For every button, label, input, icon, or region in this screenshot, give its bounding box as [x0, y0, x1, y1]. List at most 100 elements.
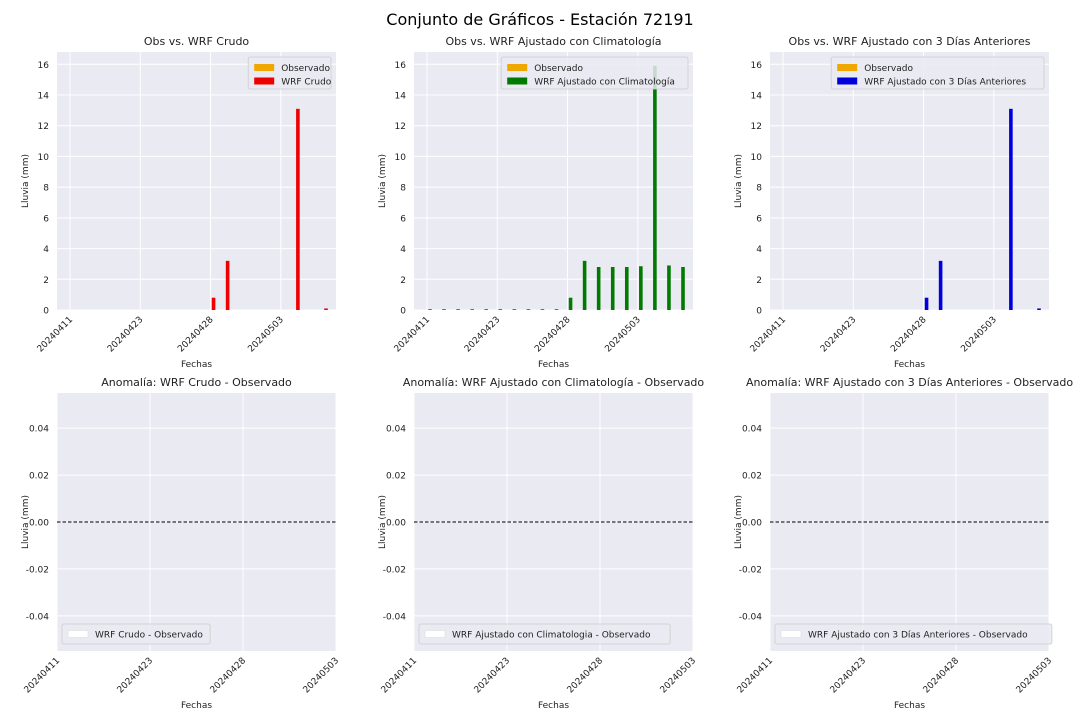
x-tick-label: 20240503: [1015, 656, 1054, 695]
y-tick-label: 12: [395, 122, 406, 132]
y-tick-label: 6: [43, 214, 49, 224]
x-tick-label: 20240411: [36, 315, 75, 354]
x-tick-label: 20240411: [749, 315, 788, 354]
x-tick-label: 20240423: [116, 656, 155, 695]
y-tick-label: -0.02: [26, 565, 49, 575]
y-tick-label: 2: [400, 276, 406, 286]
x-tick-label: 20240428: [176, 315, 216, 355]
y-tick-label: 0: [43, 307, 49, 317]
y-tick-label: 6: [756, 214, 762, 224]
bar: [624, 267, 629, 310]
bar: [324, 308, 328, 310]
x-tick-label: 20240423: [463, 315, 502, 354]
x-tick-label: 20240428: [209, 656, 249, 696]
y-tick-label: -0.02: [383, 565, 406, 575]
y-axis-label: Lluvia (mm): [21, 495, 31, 549]
x-tick-label: 20240411: [393, 315, 432, 354]
bar: [1037, 308, 1041, 310]
x-axis-label: Fechas: [894, 701, 925, 711]
legend-swatch: [507, 64, 528, 71]
bar: [498, 309, 503, 310]
legend: Observado WRF Crudo: [247, 56, 332, 90]
bar: [456, 309, 460, 310]
bar: [442, 309, 446, 310]
y-axis-label: Lluvia (mm): [734, 154, 744, 208]
bar: [554, 309, 559, 310]
x-tick-label: 20240423: [819, 315, 858, 354]
legend: WRF Ajustado con 3 Días Anteriores - Obs…: [774, 623, 1053, 645]
y-tick-label: 0.02: [29, 472, 49, 482]
y-tick-label: 10: [751, 153, 763, 163]
x-tick-label: 20240503: [302, 656, 341, 695]
legend-swatch: [780, 630, 802, 638]
y-axis-label: Lluvia (mm): [21, 154, 31, 208]
y-tick-label: 8: [756, 184, 762, 194]
subplot-title: Obs vs. WRF Ajustado con 3 Días Anterior…: [789, 35, 1031, 48]
x-tick-label: 20240428: [566, 656, 606, 696]
x-tick-label: 20240428: [889, 315, 929, 355]
x-axis-label: Fechas: [538, 360, 569, 370]
y-tick-label: -0.04: [739, 612, 763, 622]
y-tick-label: 12: [751, 122, 762, 132]
x-axis-label: Fechas: [181, 701, 212, 711]
y-tick-label: 4: [400, 245, 406, 255]
bar: [610, 267, 615, 310]
y-tick-label: 0.00: [29, 519, 49, 529]
x-tick-label: 20240428: [922, 656, 962, 696]
bar: [667, 265, 671, 310]
legend-box: [774, 623, 1053, 645]
legend: Observado WRF Ajustado con 3 Días Anterio…: [830, 56, 1045, 90]
y-tick-label: 16: [38, 61, 50, 71]
y-tick-label: 0.04: [29, 425, 49, 435]
bar: [540, 309, 545, 310]
figure-title: Conjunto de Gráficos - Estación 72191: [386, 10, 694, 29]
legend-label: WRF Ajustado con Climatología: [534, 78, 675, 88]
y-tick-label: 0.02: [742, 472, 762, 482]
y-tick-label: 0.04: [742, 425, 762, 435]
bar: [484, 309, 489, 310]
y-tick-label: 10: [38, 153, 50, 163]
subplot-title: Anomalía: WRF Crudo - Observado: [101, 376, 292, 389]
legend-label: Observado: [281, 64, 330, 74]
subplot-title: Anomalía: WRF Ajustado con Climatología …: [403, 376, 705, 389]
x-axis-label: Fechas: [894, 360, 925, 370]
x-tick-label: 20240411: [736, 656, 775, 695]
x-tick-label: 20240411: [380, 656, 419, 695]
y-tick-label: 4: [756, 245, 762, 255]
y-tick-label: 4: [43, 245, 49, 255]
bar: [296, 108, 300, 310]
bar: [582, 260, 587, 310]
x-tick-label: 20240503: [659, 656, 698, 695]
bar: [596, 267, 601, 310]
plot-area: [414, 52, 693, 310]
subplot-title: Anomalía: WRF Ajustado con 3 Días Anteri…: [746, 376, 1073, 389]
y-axis-label: Lluvia (mm): [734, 495, 744, 549]
legend: Observado WRF Ajustado con Climatología: [500, 56, 689, 90]
bar: [470, 309, 474, 310]
subplot-5: Anomalía: WRF Ajustado con Climatología …: [378, 376, 704, 711]
y-tick-label: 2: [756, 276, 762, 286]
legend-swatch: [424, 630, 446, 638]
y-tick-label: 0.00: [386, 519, 406, 529]
legend-label: WRF Crudo: [281, 78, 332, 88]
x-tick-label: 20240428: [533, 315, 573, 355]
subplot-1: Obs vs. WRF Crudo 0 2 4 6 8 10 12 14 16 Lluvia (mm…: [21, 35, 336, 370]
legend-label: Observado: [534, 64, 583, 74]
subplot-2: Obs vs. WRF Ajustado con Climatología 0 2 4…: [378, 35, 693, 370]
legend-swatch: [67, 630, 89, 638]
y-tick-label: 10: [395, 153, 407, 163]
x-tick-label: 20240423: [106, 315, 145, 354]
legend-box: [61, 623, 211, 645]
bar: [225, 260, 230, 310]
legend-swatch: [254, 64, 275, 71]
bar: [924, 297, 929, 310]
y-tick-label: 0.02: [386, 472, 406, 482]
y-tick-label: 16: [395, 61, 407, 71]
legend-swatch: [507, 77, 528, 85]
bar: [568, 297, 573, 310]
plot-area: [57, 52, 336, 310]
legend-label: WRF Ajustado con Climatologia - Observad…: [452, 631, 651, 641]
y-tick-label: 0.04: [386, 425, 406, 435]
y-tick-label: -0.04: [26, 612, 50, 622]
